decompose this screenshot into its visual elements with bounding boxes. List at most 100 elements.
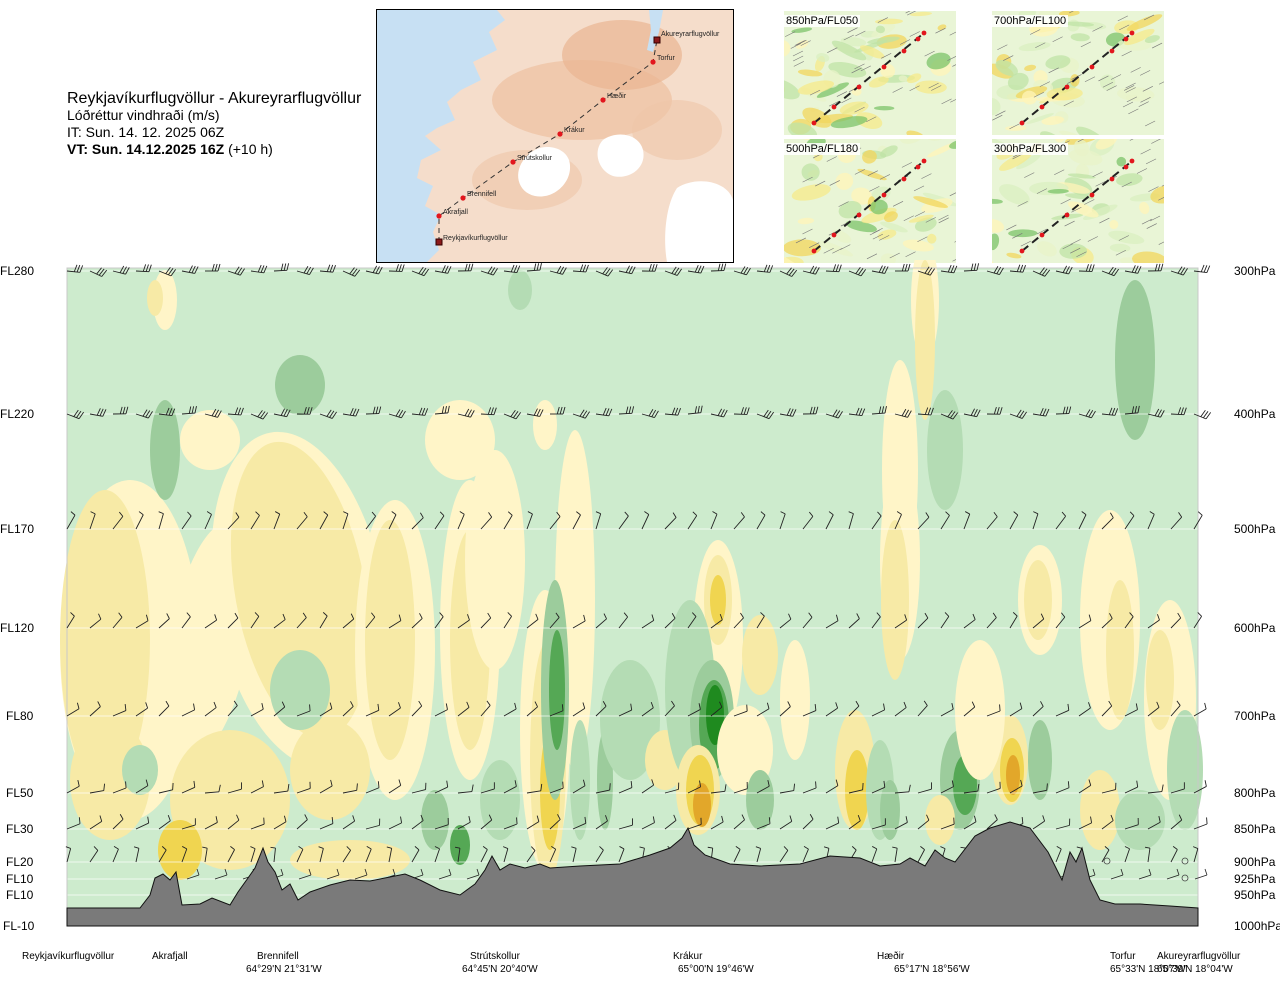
mini-map-field-blob [801, 163, 820, 181]
mini-map-wind-barb [1036, 188, 1048, 194]
wind-barb [756, 264, 774, 273]
wind-barb [986, 704, 1001, 717]
mini-map-wind-barb [854, 106, 865, 113]
vertical-wind-cell [180, 410, 240, 470]
mini-map-field-blob [835, 172, 854, 190]
vertical-wind-cell [290, 720, 370, 820]
wind-barb [1009, 264, 1026, 273]
wind-barb [618, 846, 625, 863]
wind-barb [1101, 814, 1114, 830]
wind-barb [641, 511, 650, 530]
chart-title-block: Reykjavíkurflugvöllur - Akureyrarflugvöl… [67, 90, 361, 158]
mini-map-wind-barb [1106, 85, 1117, 91]
mini-map-wind-barb [847, 27, 858, 33]
mini-map-wind-barb [1110, 74, 1122, 80]
mini-map-field-blob [875, 25, 886, 34]
mini-map-wind-barb [840, 244, 851, 250]
vertical-wind-cell [290, 840, 410, 880]
mini-map-field-blob [898, 75, 908, 82]
wind-barb [549, 704, 564, 717]
mini-map-wind-barb [1084, 76, 1096, 83]
wind-barb [710, 613, 723, 629]
mini-map-wind-barb [1084, 199, 1095, 205]
wind-barb [319, 409, 337, 419]
mini-map-wind-barb [855, 30, 866, 37]
wind-barb [1078, 264, 1095, 272]
mini-map-wind-barb [879, 235, 890, 241]
wind-barb [848, 700, 860, 717]
wind-barb [1078, 409, 1096, 419]
vertical-wind-cell [230, 441, 370, 739]
mini-map-field-blob [995, 59, 1018, 76]
wind-barb [133, 846, 140, 863]
wind-barb [940, 780, 954, 794]
mini-map-field-blob [816, 53, 830, 63]
mini-map-wind-barb [909, 85, 920, 92]
wind-barb [595, 613, 607, 629]
wind-barb [986, 511, 998, 530]
wind-barb [273, 408, 291, 418]
mini-map-waypoint [811, 248, 817, 254]
wind-barb [917, 814, 930, 830]
mini-map-wind-barb [892, 201, 904, 207]
wind-barb [318, 846, 324, 863]
mini-map-wind-barb [1140, 70, 1151, 76]
vertical-wind-cell [1006, 755, 1020, 795]
wind-barb [940, 702, 954, 717]
mini-map-wind-barb [892, 87, 903, 93]
mini-map-waypoint [1039, 232, 1045, 238]
vertical-wind-cell [706, 685, 724, 745]
mini-map-wind-barb [1071, 207, 1082, 213]
wind-barb [917, 700, 928, 717]
mini-map-wind-barb [1098, 75, 1109, 82]
wind-barb [1032, 408, 1050, 417]
mini-map-field-blob [839, 101, 869, 115]
map-point-label: Torfur [657, 55, 676, 62]
wind-barb [1147, 815, 1161, 830]
mini-map-field-blob [1016, 154, 1041, 170]
wind-barb [572, 779, 586, 794]
mini-map-wind-barb [1148, 186, 1159, 192]
wind-barb [595, 815, 608, 830]
wind-barb [733, 845, 741, 863]
mini-map-label: 700hPa/FL100 [992, 15, 1069, 27]
mini-map-wind-barb [1145, 158, 1157, 165]
wind-barb [1138, 868, 1152, 880]
wind-barb [549, 511, 561, 530]
wind-barb [411, 700, 423, 717]
wind-barb [664, 512, 677, 530]
mini-map-wind-barb [1126, 96, 1137, 103]
route-points: Akureyrarflugvöllur Torfur Hæðir Krákur Strú… [435, 31, 720, 246]
wind-barb [917, 407, 934, 416]
mini-map-waypoint [915, 164, 921, 170]
wind-barb [89, 613, 102, 629]
mini-map-wind-barb [795, 237, 807, 244]
mini-map-field-blob [1026, 113, 1054, 124]
wind-barb [756, 702, 770, 717]
mini-map-field-blob [1041, 116, 1065, 126]
flight-level-label: FL280 [0, 264, 35, 278]
mini-map-wind-barb [1064, 220, 1075, 227]
wind-barb [526, 815, 540, 830]
wind-barb [319, 779, 333, 794]
wind-barb [963, 511, 971, 530]
mini-map-route [813, 32, 925, 124]
mini-map-field-blob [862, 150, 877, 164]
mini-map-wind-barb [901, 162, 913, 168]
wind-barb [1055, 612, 1066, 629]
mini-map-wind-barb [1122, 101, 1134, 108]
mini-map-field-blob [1139, 201, 1150, 215]
wind-barb [825, 779, 839, 794]
mini-map-wind-barb [826, 156, 837, 162]
wind-barb [1147, 614, 1160, 629]
wind-barb [940, 410, 959, 420]
wind-barb [871, 406, 887, 415]
wind-barb [1055, 846, 1062, 863]
wind-barb [710, 408, 728, 418]
wind-barb [1124, 818, 1139, 830]
mini-map-wind-barb [1128, 108, 1139, 115]
mini-map-waypoint [1064, 212, 1070, 218]
mini-map-field-blob [813, 152, 823, 162]
wind-barb [158, 407, 176, 417]
wind-barb [1055, 406, 1072, 415]
